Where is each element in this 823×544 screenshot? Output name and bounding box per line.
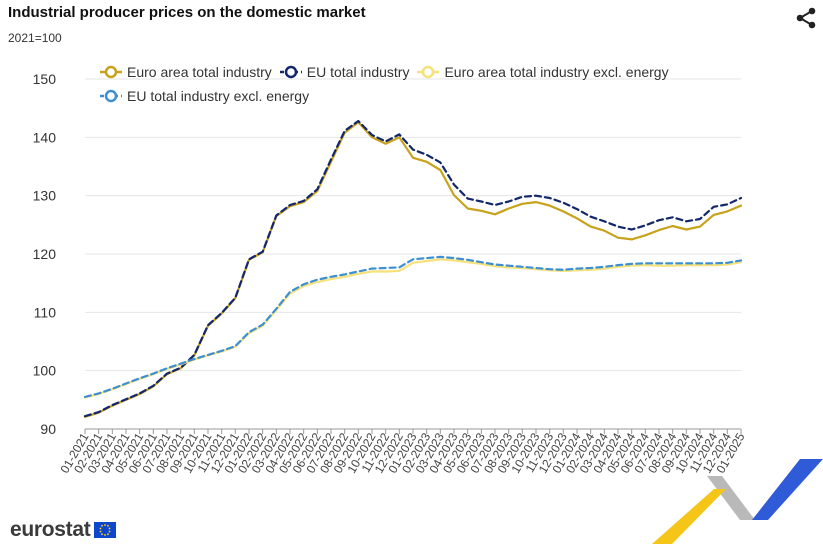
y-tick-label: 110 — [34, 304, 57, 320]
series-line-eu-total-industry — [83, 119, 743, 418]
series-line-euro-area-total-industry-excl-energy — [83, 258, 743, 399]
y-tick-label: 100 — [33, 363, 57, 379]
chart-legend: Euro area total industry EU total indust… — [100, 60, 740, 108]
legend-label: Euro area total industry — [127, 64, 272, 80]
legend-item-euro-area-excl-energy[interactable]: Euro area total industry excl. energy — [417, 64, 669, 80]
legend-item-eu-total[interactable]: EU total industry — [279, 64, 410, 80]
legend-label: Euro area total industry excl. energy — [444, 64, 669, 80]
eurostat-ribbon-icon — [652, 459, 823, 544]
legend-item-eu-excl-energy[interactable]: EU total industry excl. energy — [100, 88, 309, 104]
legend-marker-icon — [100, 65, 122, 79]
chart-subtitle: 2021=100 — [8, 31, 62, 45]
legend-marker-icon — [279, 65, 302, 79]
logo-text: eurostat — [10, 518, 91, 541]
series-line-eu-total-industry-excl-energy — [83, 255, 743, 398]
share-icon[interactable] — [794, 6, 818, 30]
chart-title: Industrial producer prices on the domest… — [8, 4, 366, 21]
legend-item-euro-area-total[interactable]: Euro area total industry — [100, 64, 272, 80]
y-tick-label: 150 — [33, 71, 57, 87]
eurostat-logo: eurostat — [10, 518, 117, 542]
legend-marker-icon — [417, 65, 440, 79]
series-line-euro-area-total-industry — [83, 121, 743, 418]
y-tick-label: 130 — [33, 188, 57, 204]
y-tick-label: 90 — [40, 421, 56, 437]
legend-label: EU total industry — [306, 64, 410, 80]
eu-flag-icon — [94, 522, 117, 538]
y-tick-label: 120 — [33, 246, 57, 262]
legend-label: EU total industry excl. energy — [127, 88, 310, 104]
legend-marker-icon — [100, 89, 122, 103]
y-tick-label: 140 — [33, 129, 57, 145]
